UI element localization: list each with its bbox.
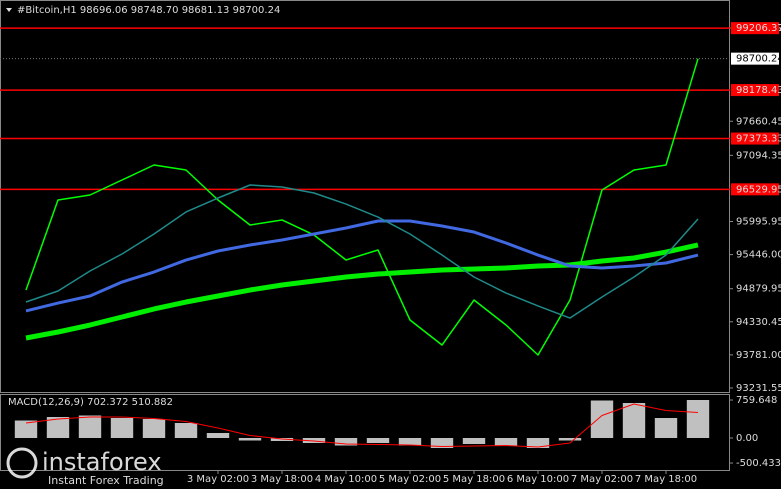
macd-bar — [526, 438, 550, 448]
y-tick-label: 97660.45 — [736, 116, 781, 127]
level-label: 98178.43 — [736, 85, 781, 96]
last-price-bg — [731, 52, 779, 65]
level-label: 99206.37 — [736, 23, 781, 34]
macd-bar — [334, 438, 358, 446]
x-tick-label: 3 May 02:00 — [187, 474, 249, 485]
macd-bar — [462, 438, 486, 444]
menu-arrow[interactable] — [6, 8, 12, 12]
macd-bar — [78, 415, 102, 438]
y-tick-label: 94330.45 — [736, 317, 781, 328]
y-tick-label: 93231.55 — [736, 383, 781, 394]
macd-bar — [46, 417, 70, 438]
macd-bar — [494, 438, 518, 446]
x-tick-label: 7 May 02:00 — [571, 474, 633, 485]
macd-bar — [398, 438, 422, 446]
macd-bar — [622, 403, 646, 438]
y-tick-label: 759.648 — [736, 395, 777, 406]
price-line — [25, 219, 699, 313]
chart-title: #Bitcoin,H1 98696.06 98748.70 98681.13 9… — [17, 5, 280, 16]
macd-bar — [14, 420, 38, 438]
logo-tagline: Instant Forex Trading — [48, 474, 164, 487]
price-line — [25, 242, 699, 341]
x-tick-label: 5 May 18:00 — [443, 474, 505, 485]
x-tick-label: 7 May 18:00 — [635, 474, 697, 485]
y-tick-label: 93781.00 — [736, 350, 781, 361]
x-tick-label: 4 May 10:00 — [315, 474, 377, 485]
macd-bar — [238, 438, 262, 441]
x-tick-label: 5 May 02:00 — [379, 474, 441, 485]
level-label-bg — [731, 84, 779, 97]
last-price-label: 98700.24 — [736, 54, 781, 65]
level-label: 97373.33 — [736, 134, 781, 145]
price-line — [25, 58, 699, 356]
price-panel — [0, 0, 730, 393]
macd-bar — [558, 438, 582, 441]
macd-bar — [430, 438, 454, 448]
macd-bar — [686, 400, 710, 438]
y-tick-label: 95446.00 — [736, 250, 781, 261]
level-label-bg — [731, 132, 779, 145]
logo-icon — [6, 447, 38, 479]
y-tick-label: 95995.95 — [736, 216, 781, 227]
macd-bar — [142, 419, 166, 438]
level-label-bg — [731, 22, 779, 35]
x-tick-label: 6 May 10:00 — [507, 474, 569, 485]
macd-bar — [654, 418, 678, 438]
macd-bar — [206, 433, 230, 438]
logo-text: instaforex — [42, 448, 162, 476]
watermark: instaforex Instant Forex Trading — [6, 447, 164, 487]
macd-bar — [366, 438, 390, 443]
signal-line — [25, 403, 699, 448]
y-tick-label: 94879.95 — [736, 284, 781, 295]
y-tick-label: 0.00 — [736, 433, 758, 444]
y-tick-label: -500.433 — [736, 458, 781, 469]
y-tick-label: 97094.35 — [736, 150, 781, 161]
macd-panel — [0, 394, 730, 471]
macd-title: MACD(12,26,9) 702.372 510.882 — [8, 397, 173, 408]
macd-bar — [174, 423, 198, 438]
level-label: 96529.95 — [736, 184, 781, 195]
macd-bar — [590, 400, 614, 438]
x-tick-label: 3 May 18:00 — [251, 474, 313, 485]
price-line — [25, 184, 699, 319]
level-label-bg — [731, 183, 779, 196]
macd-bar — [110, 418, 134, 438]
